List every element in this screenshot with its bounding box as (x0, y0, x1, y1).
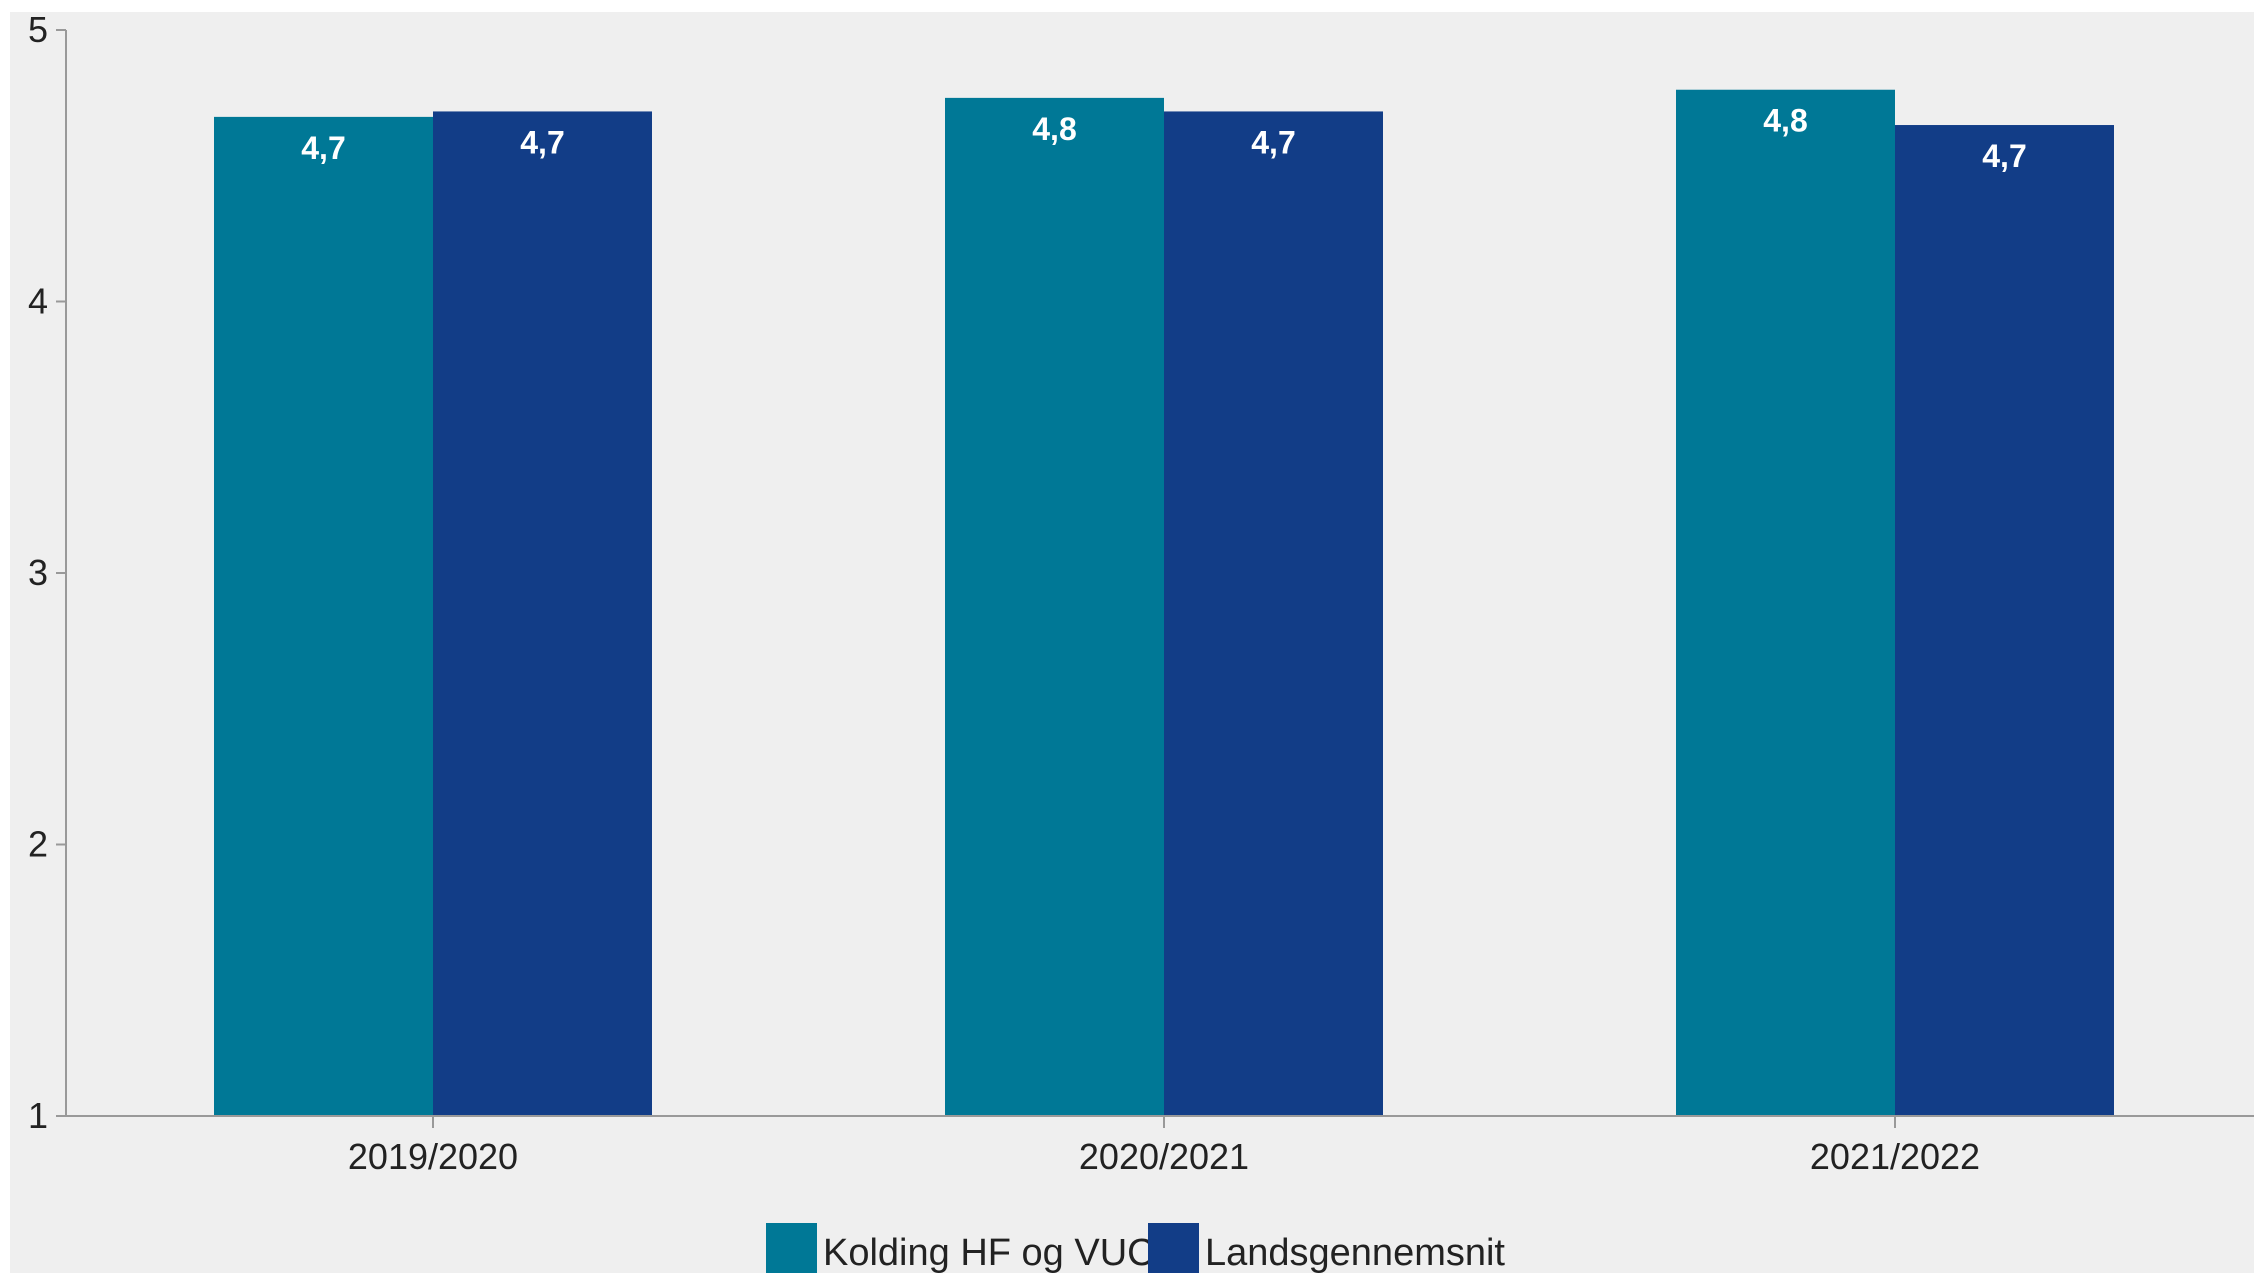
y-tick-label: 4 (28, 281, 48, 322)
y-tick-label: 1 (28, 1095, 48, 1136)
legend-swatch (1148, 1223, 1199, 1273)
bar-landsgennemsnit (433, 111, 652, 1116)
x-tick-label: 2020/2021 (1079, 1136, 1249, 1177)
data-label: 4,8 (1763, 103, 1807, 139)
data-label: 4,7 (1982, 138, 2026, 174)
bars (214, 89, 2114, 1117)
x-tick-label: 2021/2022 (1810, 1136, 1980, 1177)
data-label: 4,8 (1032, 111, 1076, 147)
data-labels: 4,7 4,7 4,8 4,7 4,8 4,7 (301, 103, 2026, 174)
bar-kolding (214, 116, 433, 1116)
y-tick-label: 2 (28, 824, 48, 865)
bar-kolding (1676, 89, 1895, 1117)
legend: Kolding HF og VUC Landsgennemsnit (766, 1223, 1505, 1274)
data-label: 4,7 (1251, 124, 1295, 160)
y-tick-label: 3 (28, 552, 48, 593)
y-tick-label: 5 (28, 9, 48, 50)
x-axis: 2019/2020 2020/2021 2021/2022 (66, 1115, 2254, 1177)
data-label: 4,7 (520, 124, 564, 160)
legend-swatch (766, 1223, 817, 1273)
legend-label: Landsgennemsnit (1205, 1232, 1505, 1273)
bar-landsgennemsnit (1895, 125, 2114, 1116)
bar-landsgennemsnit (1164, 111, 1383, 1116)
legend-label: Kolding HF og VUC (823, 1232, 1155, 1273)
data-label: 4,7 (301, 130, 345, 166)
x-tick-label: 2019/2020 (348, 1136, 518, 1177)
bar-kolding (945, 97, 1164, 1116)
y-axis: 1 2 3 4 5 (28, 9, 67, 1136)
